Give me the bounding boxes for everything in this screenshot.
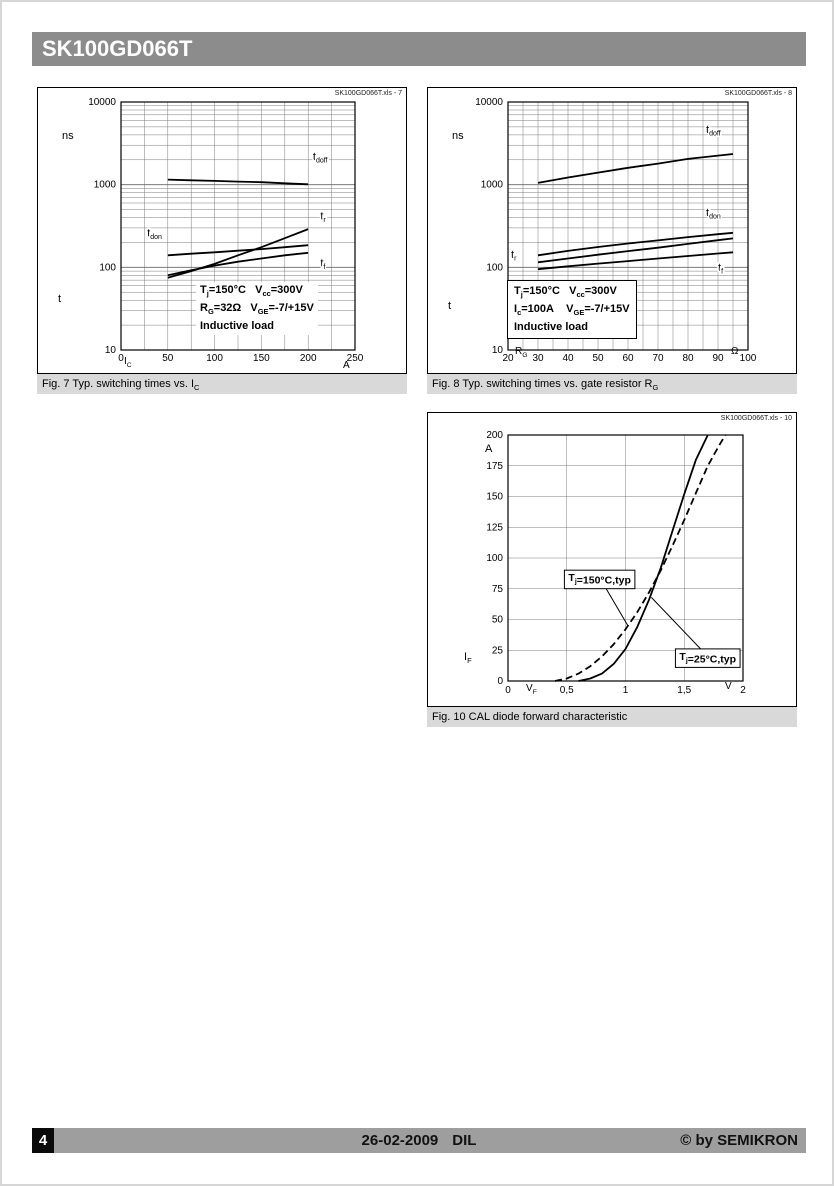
svg-text:50: 50 — [162, 353, 174, 364]
condition-line: Tj=150°C Vcc=300V — [200, 284, 303, 299]
svg-text:175: 175 — [486, 461, 503, 472]
svg-text:0: 0 — [118, 353, 124, 364]
fig7-chart-area: 0 50 100 150 200 250 10 100 1000 10000 tdoff tr tdon… — [37, 87, 407, 374]
footer-bar: 4 26-02-2009 DIL © by SEMIKRON — [32, 1128, 806, 1153]
svg-text:40: 40 — [562, 353, 574, 364]
fig7-x-axis-label: IC — [124, 356, 132, 369]
svg-text:80: 80 — [682, 353, 694, 364]
fig10-caption: Fig. 10 CAL diode forward characteristic — [427, 707, 797, 727]
condition-line: Inductive load — [514, 321, 588, 334]
svg-text:tdon: tdon — [147, 228, 162, 242]
svg-text:1000: 1000 — [481, 180, 504, 191]
figure-7: 0 50 100 150 200 250 10 100 1000 10000 tdoff tr tdon… — [37, 87, 407, 394]
svg-text:Tj=25°C,typ: Tj=25°C,typ — [679, 651, 736, 666]
svg-text:25: 25 — [492, 645, 504, 656]
svg-text:100: 100 — [486, 262, 503, 273]
svg-text:0: 0 — [505, 685, 511, 696]
svg-text:125: 125 — [486, 522, 503, 533]
svg-text:200: 200 — [486, 430, 503, 441]
svg-text:10000: 10000 — [475, 97, 503, 108]
svg-text:90: 90 — [712, 353, 724, 364]
fig7-conditions-box: Tj=150°C Vcc=300V RG=32Ω VGE=-7/+15V Ind… — [196, 282, 318, 336]
svg-text:10: 10 — [492, 345, 504, 356]
header-bar: SK100GD066T — [32, 32, 806, 66]
svg-text:20: 20 — [502, 353, 514, 364]
figure-10: 0 0,5 1 1,5 2 0 25 50 75 100 125 150 175 200 Tj=150°C,… — [427, 412, 797, 727]
svg-text:10: 10 — [105, 345, 117, 356]
svg-text:50: 50 — [492, 615, 504, 626]
svg-text:tdoff: tdoff — [313, 151, 328, 165]
svg-text:1,5: 1,5 — [677, 685, 691, 696]
page-number: 4 — [32, 1128, 54, 1153]
svg-text:0: 0 — [497, 676, 503, 687]
fig8-chart-canvas: 20 30 40 50 60 70 80 90 100 10 100 1000 10000 tdoff td… — [475, 97, 757, 364]
condition-line: Inductive load — [200, 320, 274, 333]
fig8-conditions-box: Tj=150°C Vcc=300V Ic=100A VGE=-7/+15V In… — [507, 280, 637, 340]
svg-text:150: 150 — [253, 353, 270, 364]
svg-text:60: 60 — [622, 353, 634, 364]
fig8-y-axis-label: t — [448, 300, 452, 312]
fig10-y-axis-label: IF — [464, 651, 472, 666]
fig10-y-unit-label: A — [485, 443, 493, 455]
fig8-watermark: SK100GD066T.xls - 8 — [724, 90, 792, 97]
svg-text:tr: tr — [511, 249, 517, 262]
svg-text:150: 150 — [486, 492, 503, 503]
condition-line: Tj=150°C Vcc=300V — [514, 285, 617, 300]
fig10-watermark: SK100GD066T.xls - 10 — [720, 415, 792, 422]
svg-text:tf: tf — [718, 262, 723, 276]
footer-date: 26-02-2009 — [361, 1132, 439, 1149]
footer-center: 26-02-2009 DIL — [32, 1128, 806, 1153]
svg-text:100: 100 — [99, 262, 116, 273]
fig7-y-unit-label: ns — [62, 130, 74, 142]
page-title: SK100GD066T — [42, 36, 193, 61]
svg-text:50: 50 — [592, 353, 604, 364]
svg-text:2: 2 — [740, 685, 746, 696]
svg-text:tf: tf — [320, 257, 325, 271]
fig8-x-unit-label: Ω — [731, 346, 739, 357]
svg-text:100: 100 — [486, 553, 503, 564]
fig8-x-axis-label: RG — [515, 346, 528, 359]
figure-8: 20 30 40 50 60 70 80 90 100 10 100 1000 10000 tdoff td… — [427, 87, 797, 394]
svg-text:tr: tr — [320, 210, 326, 224]
svg-text:1000: 1000 — [94, 180, 117, 191]
fig7-x-unit-label: A — [343, 360, 350, 371]
fig8-caption: Fig. 8 Typ. switching times vs. gate res… — [427, 374, 797, 394]
svg-text:70: 70 — [652, 353, 664, 364]
condition-line: Ic=100A VGE=-7/+15V — [514, 303, 630, 318]
fig8-chart-area: 20 30 40 50 60 70 80 90 100 10 100 1000 10000 tdoff td… — [427, 87, 797, 374]
svg-text:250: 250 — [347, 353, 364, 364]
footer-doc-label: DIL — [452, 1132, 477, 1149]
fig10-x-unit-label: V — [725, 681, 732, 692]
svg-text:tdon: tdon — [706, 207, 721, 221]
svg-text:100: 100 — [206, 353, 223, 364]
svg-text:100: 100 — [740, 353, 757, 364]
fig10-chart-canvas: 0 0,5 1 1,5 2 0 25 50 75 100 125 150 175 200 Tj=150°C,… — [486, 430, 746, 696]
fig8-y-unit-label: ns — [452, 130, 464, 142]
condition-line: RG=32Ω VGE=-7/+15V — [200, 302, 314, 317]
svg-text:200: 200 — [300, 353, 317, 364]
svg-text:tdoff: tdoff — [706, 124, 721, 138]
footer-copyright: © by SEMIKRON — [680, 1132, 798, 1149]
svg-text:Tj=150°C,typ: Tj=150°C,typ — [568, 572, 630, 587]
svg-text:75: 75 — [492, 584, 504, 595]
fig10-x-axis-label: VF — [526, 683, 537, 696]
fig10-chart-area: 0 0,5 1 1,5 2 0 25 50 75 100 125 150 175 200 Tj=150°C,… — [427, 412, 797, 707]
svg-text:0,5: 0,5 — [560, 685, 574, 696]
svg-text:30: 30 — [532, 353, 544, 364]
fig7-caption: Fig. 7 Typ. switching times vs. IC — [37, 374, 407, 394]
fig7-watermark: SK100GD066T.xls - 7 — [334, 90, 402, 97]
svg-text:10000: 10000 — [88, 97, 116, 108]
fig7-y-axis-label: t — [58, 293, 62, 305]
svg-text:1: 1 — [623, 685, 629, 696]
